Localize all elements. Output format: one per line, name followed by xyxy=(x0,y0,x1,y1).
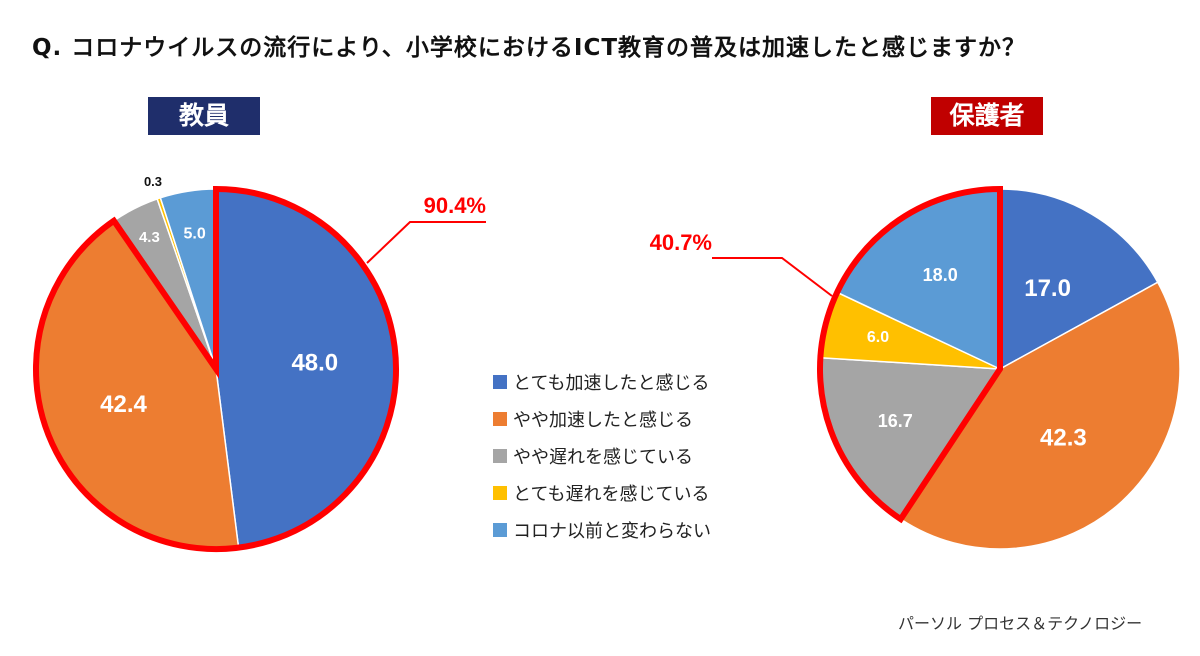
parents-badge: 保護者 xyxy=(931,97,1043,135)
callout-line xyxy=(712,257,833,297)
legend-label: やや加速したと感じる xyxy=(513,409,693,431)
data-label: 17.0 xyxy=(1024,275,1071,302)
legend-label: コロナ以前と変わらない xyxy=(513,520,711,542)
highlight-percentage: 40.7% xyxy=(650,230,712,255)
data-label: 0.3 xyxy=(144,174,162,189)
data-label: 16.7 xyxy=(878,411,913,431)
legend-item: やや加速したと感じる xyxy=(493,400,711,437)
data-label: 5.0 xyxy=(183,225,205,242)
legend-label: やや遅れを感じている xyxy=(513,446,693,468)
legend-item: コロナ以前と変わらない xyxy=(493,511,711,548)
data-label: 6.0 xyxy=(867,329,889,346)
legend-swatch xyxy=(493,522,507,537)
highlight-outline xyxy=(817,185,1003,524)
data-label: 42.4 xyxy=(100,391,147,418)
highlight-outline xyxy=(33,185,399,552)
legend-swatch xyxy=(493,448,507,463)
data-label: 18.0 xyxy=(923,265,958,285)
legend-swatch xyxy=(493,374,507,389)
data-label: 42.3 xyxy=(1040,424,1087,451)
data-label: 48.0 xyxy=(291,349,338,376)
legend-label: とても遅れを感じている xyxy=(513,483,710,505)
legend-label: とても加速したと感じる xyxy=(513,372,710,394)
callout-line xyxy=(366,221,486,264)
legend-swatch xyxy=(493,411,507,426)
legend: とても加速したと感じる やや加速したと感じる やや遅れを感じている とても遅れを… xyxy=(493,363,711,548)
highlight-percentage: 90.4% xyxy=(424,193,486,218)
source-credit: パーソル プロセス＆テクノロジー xyxy=(898,614,1143,633)
legend-item: とても遅れを感じている xyxy=(493,474,711,511)
teachers-badge: 教員 xyxy=(148,97,260,135)
pie-slice xyxy=(899,281,1181,550)
question-title: Q. コロナウイルスの流行により、小学校におけるICT教育の普及は加速したと感じ… xyxy=(32,35,1027,61)
legend-swatch xyxy=(493,485,507,500)
data-label: 4.3 xyxy=(139,229,160,246)
legend-item: とても加速したと感じる xyxy=(493,363,711,400)
legend-item: やや遅れを感じている xyxy=(493,437,711,474)
pie-slice xyxy=(999,188,1159,371)
